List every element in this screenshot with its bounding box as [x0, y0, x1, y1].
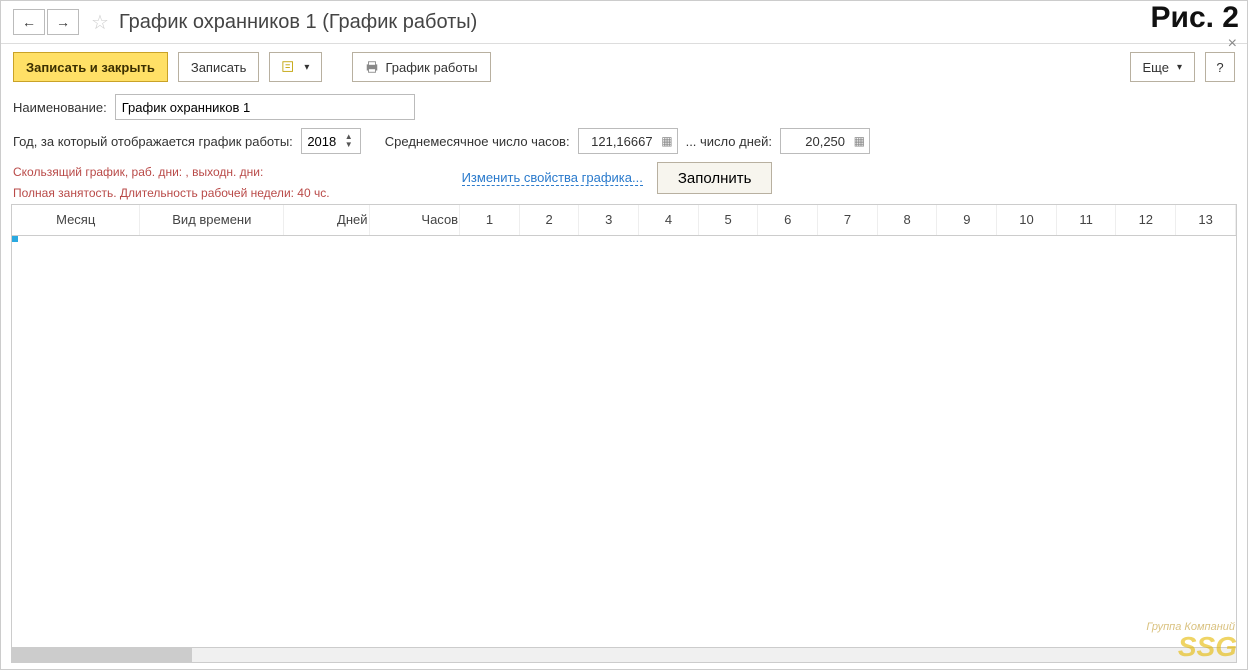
close-icon[interactable]: ×: [1228, 35, 1237, 53]
table-header: Вид времени: [140, 205, 284, 235]
year-input[interactable]: [302, 133, 342, 150]
table-header: 7: [818, 205, 878, 235]
page-title: График охранников 1 (График работы): [119, 11, 477, 34]
table-header: 5: [698, 205, 758, 235]
table-header: Месяц: [12, 205, 140, 235]
edit-properties-link[interactable]: Изменить свойства графика...: [462, 170, 643, 186]
table-header: 2: [519, 205, 579, 235]
schedule-table: МесяцВид времениДнейЧасов123456789101112…: [12, 205, 1236, 236]
save-and-close-button[interactable]: Записать и закрыть: [13, 52, 168, 82]
chevron-down-icon: ▾: [304, 62, 309, 73]
more-button[interactable]: Еще ▾: [1130, 52, 1195, 82]
table-header: Часов: [369, 205, 460, 235]
nav-forward-button[interactable]: →: [47, 9, 79, 35]
nav-back-button[interactable]: ←: [13, 9, 45, 35]
table-header: 6: [758, 205, 818, 235]
table-header: 9: [937, 205, 997, 235]
save-button[interactable]: Записать: [178, 52, 260, 82]
highlight-box: [12, 236, 18, 242]
chevron-down-icon: ▾: [1177, 62, 1182, 73]
table-header: 10: [997, 205, 1057, 235]
year-label: Год, за который отображается график рабо…: [13, 134, 293, 149]
table-header: 11: [1056, 205, 1116, 235]
toolbar-menu-button[interactable]: ▾: [269, 52, 322, 82]
avg-days-value[interactable]: 20,250▦: [780, 128, 870, 154]
calc-icon[interactable]: ▦: [854, 134, 865, 148]
favorite-star-icon[interactable]: ☆: [91, 10, 109, 35]
schedule-table-wrapper: МесяцВид времениДнейЧасов123456789101112…: [11, 204, 1237, 650]
avg-hours-label: Среднемесячное число часов:: [385, 134, 570, 149]
name-label: Наименование:: [13, 100, 107, 115]
table-header: 13: [1176, 205, 1236, 235]
table-header: 1: [460, 205, 520, 235]
table-header: Дней: [284, 205, 369, 235]
help-button[interactable]: ?: [1205, 52, 1235, 82]
calc-icon[interactable]: ▦: [661, 134, 672, 148]
table-header: 3: [579, 205, 639, 235]
schedule-info-line1: Скользящий график, раб. дни: , выходн. д…: [1, 162, 342, 183]
table-header: 8: [877, 205, 937, 235]
schedule-info-line2: Полная занятость. Длительность рабочей н…: [1, 183, 342, 204]
spinner-down-icon[interactable]: ▼: [345, 141, 353, 149]
year-spinner[interactable]: ▲▼: [301, 128, 361, 154]
print-schedule-label: График работы: [385, 60, 477, 75]
fill-button[interactable]: Заполнить: [657, 162, 773, 194]
name-input[interactable]: [115, 94, 415, 120]
figure-label: Рис. 2: [1151, 1, 1240, 35]
avg-days-label: ... число дней:: [686, 134, 772, 149]
table-header: 12: [1116, 205, 1176, 235]
horizontal-scrollbar[interactable]: [11, 647, 1237, 663]
print-schedule-button[interactable]: График работы: [352, 52, 490, 82]
table-header: 4: [639, 205, 699, 235]
avg-hours-value[interactable]: 121,16667▦: [578, 128, 678, 154]
